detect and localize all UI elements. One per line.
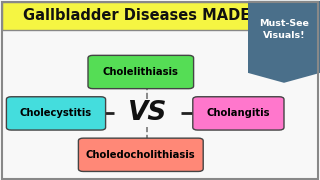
FancyBboxPatch shape: [88, 55, 194, 89]
Text: VS: VS: [127, 100, 167, 126]
FancyBboxPatch shape: [78, 138, 203, 171]
FancyBboxPatch shape: [193, 97, 284, 130]
Text: Cholelithiasis: Cholelithiasis: [103, 67, 179, 77]
Text: Cholangitis: Cholangitis: [207, 108, 270, 118]
Text: Gallbladder Diseases MADE EASY: Gallbladder Diseases MADE EASY: [23, 8, 297, 23]
Text: Must-See
Visuals!: Must-See Visuals!: [259, 19, 309, 40]
FancyBboxPatch shape: [2, 2, 318, 30]
Text: Choledocholithiasis: Choledocholithiasis: [86, 150, 196, 160]
FancyBboxPatch shape: [6, 97, 106, 130]
Polygon shape: [248, 1, 320, 83]
Text: Cholecystitis: Cholecystitis: [20, 108, 92, 118]
